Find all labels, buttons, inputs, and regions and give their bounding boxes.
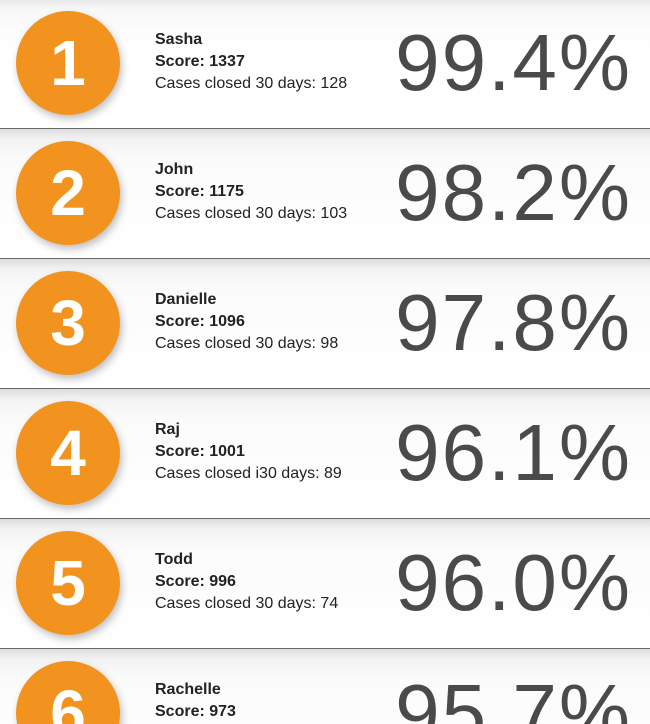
cases-closed: Cases closed i30 days: 89 xyxy=(155,465,342,482)
rank-badge: 3 xyxy=(16,271,120,375)
rank-badge: 2 xyxy=(16,141,120,245)
rank-badge: 6 xyxy=(16,661,120,724)
leaderboard-row: 4 Raj Score: 1001 Cases closed i30 days: 89… xyxy=(0,389,650,519)
agent-name: John xyxy=(155,161,194,178)
agent-name: Sasha xyxy=(155,31,203,48)
percent: 99.4% xyxy=(395,18,632,107)
agent-name: Raj xyxy=(155,421,180,438)
leaderboard-row: 3 Danielle Score: 1096 Cases closed 30 days… xyxy=(0,259,650,389)
agent-score: Score: 1001 xyxy=(155,443,245,460)
agent-score: Score: 1337 xyxy=(155,53,245,70)
percent: 95.7% xyxy=(395,668,632,724)
percent: 96.1% xyxy=(395,408,632,497)
leaderboard-row: 6 Rachelle Score: 973 95.7% xyxy=(0,649,650,724)
agent-name: Rachelle xyxy=(155,681,221,698)
leaderboard-row: 1 Sasha Score: 1337 Cases closed 30 days: 1… xyxy=(0,0,650,129)
rank-badge: 4 xyxy=(16,401,120,505)
agent-name: Danielle xyxy=(155,291,217,308)
agent-score: Score: 973 xyxy=(155,703,236,720)
rank-badge: 1 xyxy=(16,11,120,115)
leaderboard-row: 5 Todd Score: 996 Cases closed 30 days: 74 9… xyxy=(0,519,650,649)
leaderboard-row: 2 John Score: 1175 Cases closed 30 days: 10… xyxy=(0,129,650,259)
agent-name: Todd xyxy=(155,551,193,568)
cases-closed: Cases closed 30 days: 103 xyxy=(155,205,348,222)
percent: 97.8% xyxy=(395,278,632,367)
cases-closed: Cases closed 30 days: 74 xyxy=(155,595,339,612)
cases-closed: Cases closed 30 days: 128 xyxy=(155,75,348,92)
percent: 98.2% xyxy=(395,148,632,237)
agent-score: Score: 1096 xyxy=(155,313,245,330)
agent-score: Score: 996 xyxy=(155,573,236,590)
percent: 96.0% xyxy=(395,538,632,627)
cases-closed: Cases closed 30 days: 98 xyxy=(155,335,339,352)
rank-badge: 5 xyxy=(16,531,120,635)
agent-score: Score: 1175 xyxy=(155,183,244,200)
